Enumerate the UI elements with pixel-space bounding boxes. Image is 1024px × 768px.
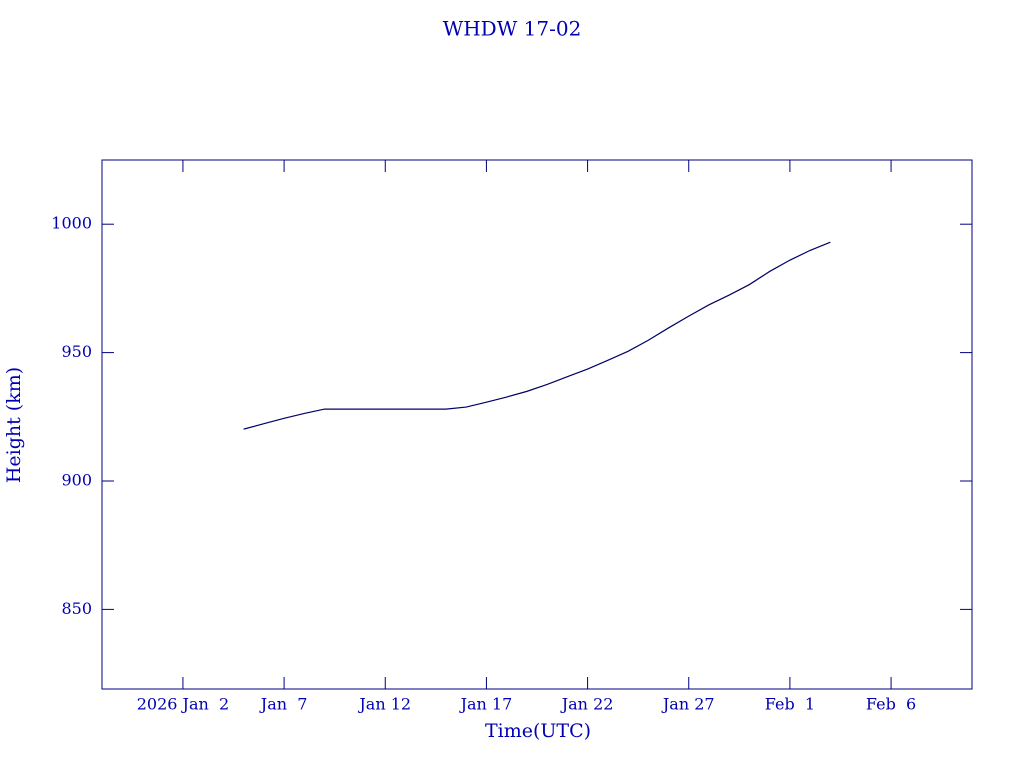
y-tick-label: 900	[61, 470, 92, 489]
x-axis-label: Time(UTC)	[485, 720, 591, 742]
x-tick-label: Jan 22	[560, 695, 614, 714]
plot-frame	[101, 159, 973, 690]
x-tick-label: Jan 27	[661, 695, 715, 714]
x-tick-label: Jan 17	[459, 695, 513, 714]
x-tick-label: 2026 Jan 2	[137, 695, 229, 714]
chart-title: WHDW 17-02	[443, 17, 582, 41]
y-tick-label: 850	[61, 599, 92, 618]
y-axis-label: Height (km)	[3, 367, 25, 483]
y-tick-label: 950	[61, 342, 92, 361]
x-tick-label: Jan 7	[259, 695, 308, 714]
data-line	[243, 241, 831, 430]
x-tick-label: Feb 1	[765, 695, 815, 714]
x-tick-label: Jan 12	[357, 695, 411, 714]
x-tick-label: Feb 6	[866, 695, 916, 714]
y-tick-label: 1000	[51, 214, 92, 233]
